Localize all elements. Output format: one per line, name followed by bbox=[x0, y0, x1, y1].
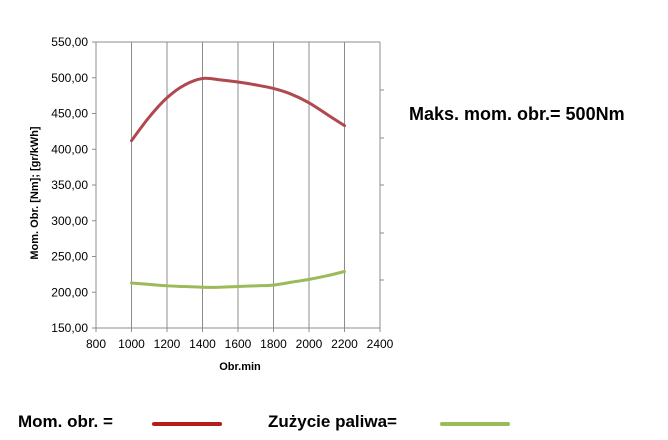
max-torque-annotation: Maks. mom. obr.= 500Nm bbox=[409, 104, 625, 124]
y-tick-label: 550,00 bbox=[51, 35, 88, 49]
legend-label-fuel: Zużycie paliwa= bbox=[268, 412, 397, 431]
y-tick-label: 250,00 bbox=[51, 250, 88, 264]
tick-labels: 150,00 200,00 250,00 300,00 350,00 400,00 450,… bbox=[51, 35, 393, 351]
y-tick-label: 150,00 bbox=[51, 321, 88, 335]
y-tick-label: 300,00 bbox=[51, 214, 88, 228]
x-tick-label: 2200 bbox=[331, 337, 358, 351]
x-tick-label: 800 bbox=[86, 337, 106, 351]
y-tick-label: 400,00 bbox=[51, 142, 88, 156]
y-tick-label: 350,00 bbox=[51, 178, 88, 192]
x-tick-label: 1400 bbox=[189, 337, 216, 351]
y-axis-title: Mom. Obr. [Nm]; [gr/kWh] bbox=[29, 126, 41, 260]
legend-label-torque: Mom. obr. = bbox=[18, 412, 113, 431]
axes bbox=[92, 41, 384, 332]
y-tick-label: 450,00 bbox=[51, 107, 88, 121]
x-tick-label: 1600 bbox=[225, 337, 252, 351]
x-tick-label: 1000 bbox=[118, 337, 145, 351]
series-layer bbox=[130, 76, 346, 289]
legend-swatch-torque bbox=[152, 422, 222, 426]
y-tick-label: 500,00 bbox=[51, 71, 88, 85]
y-tick-label: 200,00 bbox=[51, 285, 88, 299]
x-axis-title: Obr.min bbox=[219, 361, 261, 373]
x-tick-label: 2000 bbox=[296, 337, 323, 351]
x-tick-label: 1800 bbox=[260, 337, 287, 351]
x-tick-label: 1200 bbox=[154, 337, 181, 351]
legend-swatch-fuel bbox=[440, 422, 510, 426]
x-tick-label: 2400 bbox=[367, 337, 394, 351]
